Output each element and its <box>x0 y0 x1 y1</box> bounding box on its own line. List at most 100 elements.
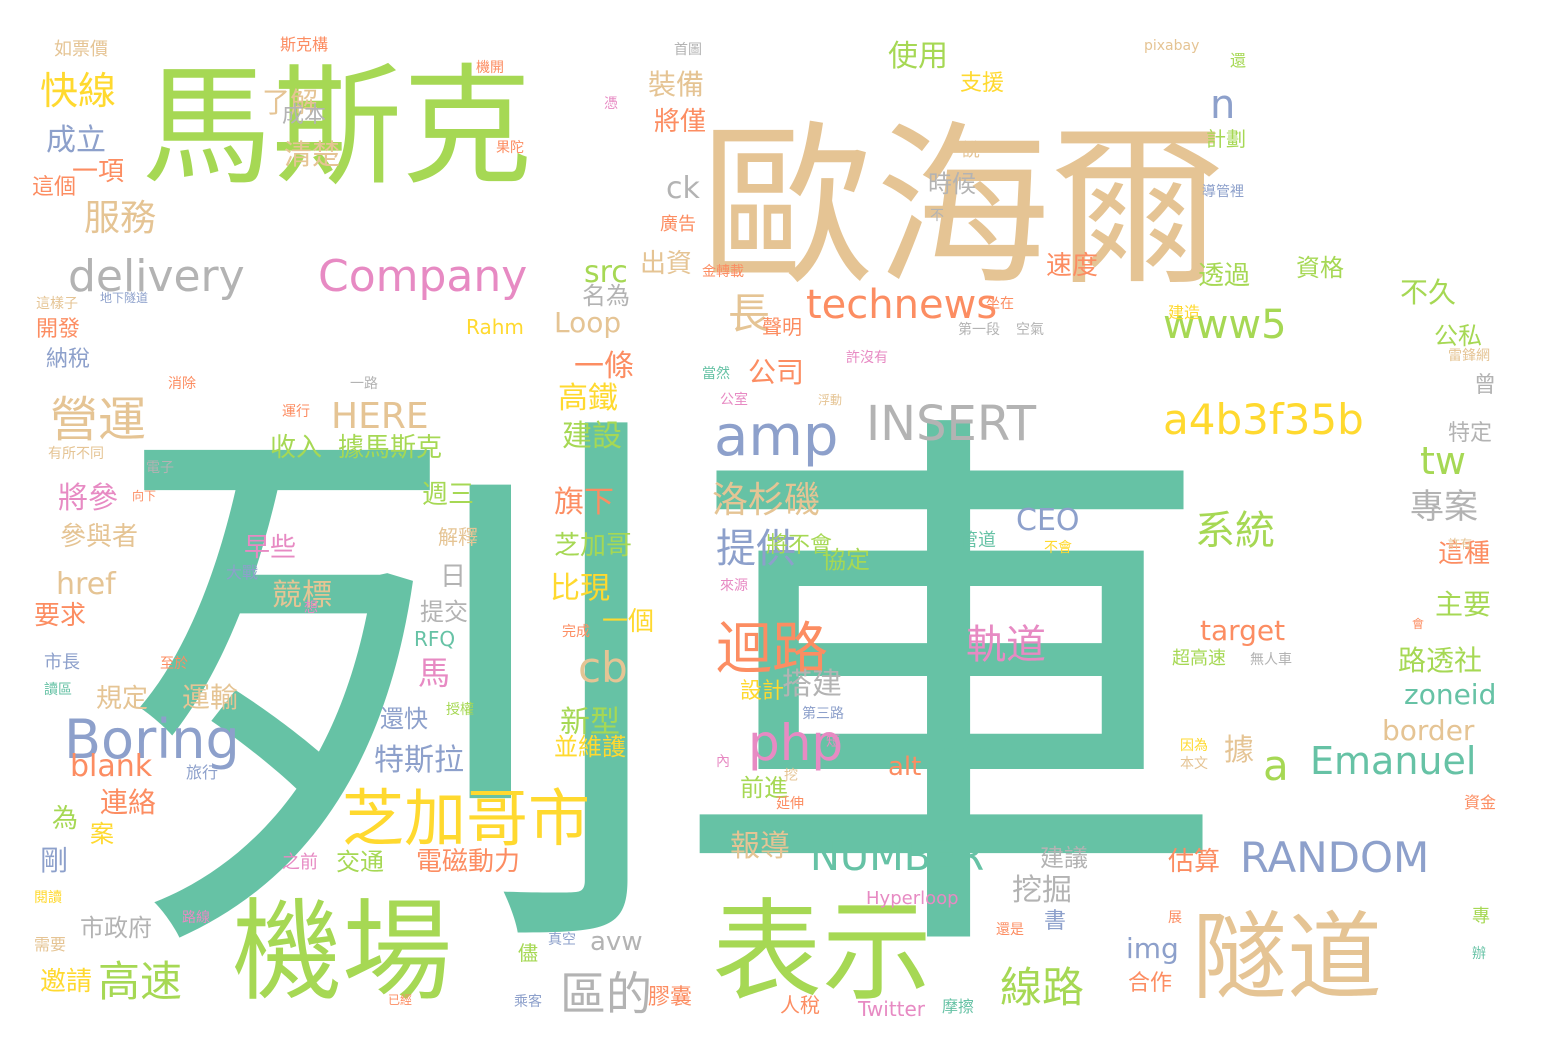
cloud-word: 來源 <box>720 578 748 594</box>
cloud-word: 長 <box>728 289 770 338</box>
cloud-word: zoneid <box>1404 678 1496 711</box>
cloud-word: 膠囊 <box>648 985 692 1010</box>
cloud-word: 建議 <box>1040 844 1088 872</box>
cloud-word: 地下隧道 <box>100 290 148 305</box>
cloud-word: 歐海爾 <box>700 107 1225 310</box>
cloud-word: 為 <box>52 804 78 834</box>
cloud-word: 日 <box>440 562 466 592</box>
cloud-word: 馬斯克 <box>142 51 532 203</box>
cloud-word: 高鐵 <box>558 381 618 416</box>
cloud-word: technews <box>806 282 997 328</box>
cloud-word: 超高速 <box>1172 648 1226 669</box>
cloud-word: 解釋 <box>438 525 478 549</box>
cloud-word: 特定 <box>1448 421 1492 446</box>
cloud-word: 快線 <box>40 69 116 113</box>
cloud-word: 提供 <box>716 526 796 572</box>
cloud-word: 特斯拉 <box>374 743 464 778</box>
cloud-word: 儘 <box>518 941 538 965</box>
cloud-word: 一路 <box>350 376 378 392</box>
cloud-word: 金轉載 <box>702 264 744 280</box>
cloud-word: 名為 <box>582 282 630 310</box>
cloud-word: 將參 <box>58 481 118 516</box>
cloud-word: 人稅 <box>780 993 820 1017</box>
cloud-word: 馬 <box>418 654 450 692</box>
cloud-word: INSERT <box>866 396 1037 452</box>
cloud-word: 這個 <box>32 175 76 200</box>
cloud-word: 憑 <box>604 96 618 112</box>
cloud-word: 高速 <box>98 957 182 1006</box>
cloud-word: 區的 <box>560 967 652 1021</box>
cloud-word: 許有 <box>1448 537 1472 551</box>
cloud-word: 需要 <box>34 935 66 954</box>
cloud-word: 表示 <box>712 888 932 1016</box>
cloud-word: 邀請 <box>40 967 92 997</box>
cloud-word: a <box>1263 741 1289 790</box>
cloud-word: 閱讀 <box>34 890 62 906</box>
cloud-word: 剛 <box>40 844 68 877</box>
cloud-word: src <box>584 255 628 290</box>
cloud-word: CEO <box>1016 503 1080 538</box>
cloud-word: 提交 <box>420 598 468 626</box>
cloud-word: tw <box>1420 439 1466 483</box>
cloud-word: 至於 <box>160 656 188 672</box>
cloud-word: 不 <box>930 208 944 224</box>
cloud-word: 還是 <box>996 922 1024 938</box>
cloud-word: 果陀 <box>496 140 524 156</box>
cloud-word: 向下 <box>132 488 156 503</box>
cloud-word: 不會 <box>1044 540 1072 556</box>
cloud-word: 雷鋒網 <box>1448 348 1490 364</box>
cloud-word: 資金 <box>1464 793 1496 812</box>
cloud-word: 芝加哥市 <box>342 782 590 855</box>
cloud-word: 延伸 <box>776 796 804 812</box>
cloud-word: href <box>56 567 117 602</box>
cloud-word: 第三路 <box>802 705 844 722</box>
cloud-word: 交通 <box>336 848 384 876</box>
cloud-word: Rahm <box>466 315 524 339</box>
cloud-word: HERE <box>331 396 429 437</box>
cloud-word: 這樣子 <box>36 295 78 312</box>
cloud-word: 設計 <box>740 679 784 704</box>
cloud-word: cb <box>578 643 628 692</box>
cloud-word: 納稅 <box>46 347 90 372</box>
cloud-word: 據馬斯克 <box>338 433 442 463</box>
cloud-word: 系統 <box>1195 508 1275 554</box>
cloud-word: 要求 <box>34 601 86 631</box>
cloud-word: 建設 <box>562 419 622 454</box>
cloud-word: www5 <box>1163 302 1287 348</box>
cloud-word: 讀區 <box>44 682 72 698</box>
cloud-word: ck <box>666 171 700 206</box>
cloud-word: 估算 <box>1168 847 1220 877</box>
cloud-word: 旅行 <box>186 763 218 782</box>
cloud-word: 不久 <box>1400 276 1456 309</box>
cloud-word: 導管裡 <box>1202 184 1244 200</box>
cloud-word: 聲明 <box>762 315 802 339</box>
cloud-word: 成立 <box>46 123 106 158</box>
cloud-word: 會 <box>1412 617 1424 631</box>
cloud-word: 廣告 <box>660 214 696 235</box>
cloud-word: 市政府 <box>80 914 152 942</box>
cloud-word: 支援 <box>960 71 1004 96</box>
cloud-word: Loop <box>554 306 621 339</box>
cloud-word: 速度 <box>1046 251 1098 281</box>
cloud-word: 已經 <box>388 993 412 1007</box>
cloud-word: 路透社 <box>1398 644 1482 677</box>
cloud-word: 想 <box>304 600 318 616</box>
cloud-word: 如票價 <box>54 39 108 60</box>
cloud-word: border <box>1382 714 1475 747</box>
cloud-word: 專 <box>1472 906 1490 927</box>
cloud-word: Boring <box>64 708 240 771</box>
cloud-word: 之前 <box>282 852 318 873</box>
cloud-word: 資格 <box>1296 254 1344 282</box>
cloud-word: 公私 <box>1434 322 1482 350</box>
cloud-word: Company <box>318 251 527 302</box>
cloud-word: 協定 <box>822 546 870 574</box>
cloud-word: 機開 <box>476 60 504 76</box>
cloud-word: n <box>1210 82 1235 128</box>
cloud-word: 還快 <box>380 705 428 733</box>
cloud-word: 摩擦 <box>942 997 974 1016</box>
cloud-word: delivery <box>68 251 245 302</box>
cloud-word: www <box>936 722 1044 773</box>
cloud-word: 消除 <box>168 376 196 392</box>
cloud-word: 洛杉磯 <box>712 480 820 521</box>
